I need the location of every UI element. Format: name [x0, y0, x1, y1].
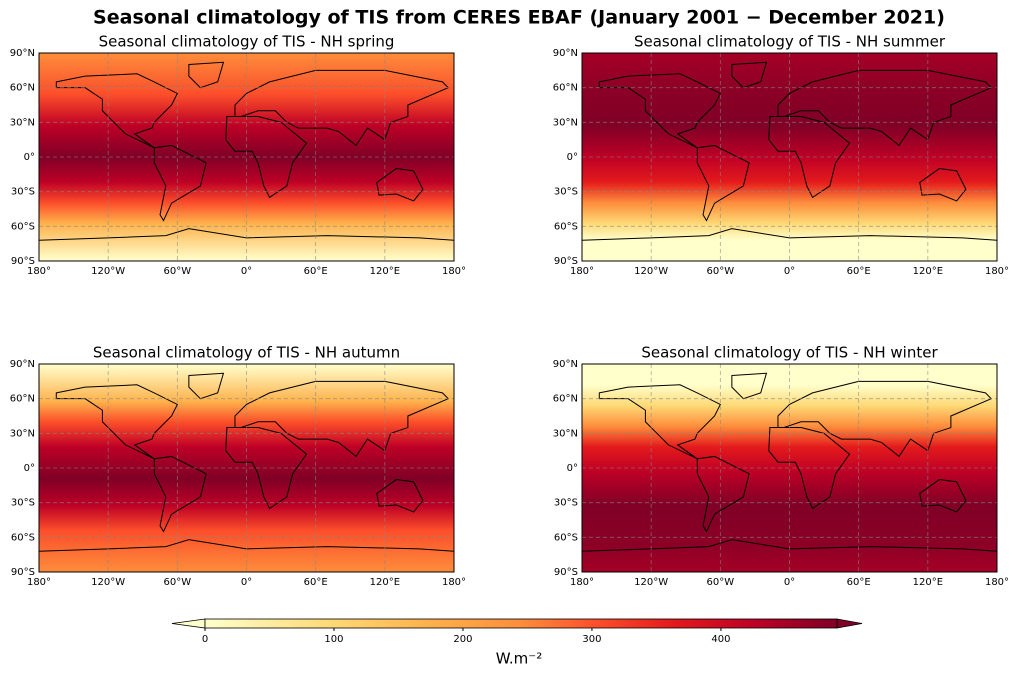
x-tick-label: 120°E: [913, 577, 943, 588]
x-tick-label: 0°: [784, 266, 795, 277]
map-panel: Seasonal climatology of TIS - NH autumn 1…: [10, 344, 466, 589]
y-tick-label: 90°S: [11, 256, 35, 267]
y-tick-label: 0°: [24, 463, 35, 474]
y-tick-label: 60°S: [11, 221, 35, 232]
x-tick-label: 180°: [27, 577, 51, 588]
x-tick-label: 0°: [784, 577, 795, 588]
y-tick-label: 60°S: [554, 532, 578, 543]
y-tick-label: 30°S: [554, 498, 578, 509]
y-tick-label: 30°N: [10, 428, 35, 439]
y-tick-label: 30°N: [553, 428, 578, 439]
x-tick-label: 60°E: [304, 577, 328, 588]
x-tick-label: 120°E: [913, 266, 943, 277]
map-frame: [38, 363, 455, 573]
y-tick-label: 0°: [567, 152, 578, 163]
x-tick-label: 60°E: [304, 266, 328, 277]
panel-title: Seasonal climatology of TIS - NH winter: [641, 344, 938, 362]
y-tick-label: 90°S: [11, 567, 35, 578]
x-tick-label: 60°E: [847, 577, 871, 588]
colorbar-tick-label: 300: [582, 634, 601, 645]
y-tick-label: 0°: [567, 463, 578, 474]
map-panel: Seasonal climatology of TIS - NH summer 1…: [553, 33, 1009, 278]
x-tick-label: 180°: [985, 266, 1009, 277]
y-tick-label: 30°S: [11, 498, 35, 509]
x-tick-label: 0°: [241, 266, 252, 277]
y-tick-label: 30°S: [554, 187, 578, 198]
y-tick-label: 60°N: [10, 394, 35, 405]
panel-title: Seasonal climatology of TIS - NH summer: [634, 33, 946, 51]
x-tick-label: 120°W: [634, 577, 668, 588]
colorbar-tick-label: 100: [324, 634, 343, 645]
x-tick-label: 0°: [241, 577, 252, 588]
colorbar-label: W.m⁻²: [496, 650, 542, 668]
colorbar-tick-label: 400: [711, 634, 730, 645]
y-tick-label: 90°S: [554, 567, 578, 578]
x-tick-label: 180°: [27, 266, 51, 277]
x-tick-label: 120°W: [634, 266, 668, 277]
map-frame: [581, 363, 998, 573]
colorbar-tick-label: 0: [202, 634, 208, 645]
map-panel: Seasonal climatology of TIS - NH winter 1…: [553, 344, 1009, 589]
y-tick-label: 60°N: [10, 83, 35, 94]
y-tick-label: 60°S: [554, 221, 578, 232]
x-tick-label: 120°E: [370, 577, 400, 588]
y-tick-label: 0°: [24, 152, 35, 163]
y-tick-label: 90°N: [553, 48, 578, 59]
y-tick-label: 90°N: [553, 359, 578, 370]
y-tick-label: 30°N: [553, 117, 578, 128]
x-tick-label: 120°W: [91, 577, 125, 588]
x-tick-label: 60°W: [707, 577, 735, 588]
x-tick-label: 60°W: [164, 266, 192, 277]
colorbar-tick-label: 200: [453, 634, 472, 645]
x-tick-label: 60°W: [164, 577, 192, 588]
y-tick-label: 60°N: [553, 394, 578, 405]
colorbar-extend-high: [836, 618, 863, 629]
colorbar-extend-low: [171, 618, 206, 629]
x-tick-label: 120°W: [91, 266, 125, 277]
x-tick-label: 180°: [570, 266, 594, 277]
x-tick-label: 60°W: [707, 266, 735, 277]
colorbar: [204, 618, 838, 629]
x-tick-label: 60°E: [847, 266, 871, 277]
panel-title: Seasonal climatology of TIS - NH spring: [99, 33, 395, 51]
figure-title: Seasonal climatology of TIS from CERES E…: [93, 7, 945, 29]
y-tick-label: 30°N: [10, 117, 35, 128]
y-tick-label: 90°N: [10, 359, 35, 370]
x-tick-label: 180°: [985, 577, 1009, 588]
map-panel: Seasonal climatology of TIS - NH spring 1…: [10, 33, 466, 278]
y-tick-label: 60°S: [11, 532, 35, 543]
x-tick-label: 120°E: [370, 266, 400, 277]
x-tick-label: 180°: [570, 577, 594, 588]
x-tick-label: 180°: [442, 266, 466, 277]
y-tick-label: 90°S: [554, 256, 578, 267]
y-tick-label: 90°N: [10, 48, 35, 59]
x-tick-label: 180°: [442, 577, 466, 588]
map-frame: [38, 52, 455, 262]
y-tick-label: 30°S: [11, 187, 35, 198]
map-frame: [581, 52, 998, 262]
y-tick-label: 60°N: [553, 83, 578, 94]
panel-title: Seasonal climatology of TIS - NH autumn: [93, 344, 400, 362]
